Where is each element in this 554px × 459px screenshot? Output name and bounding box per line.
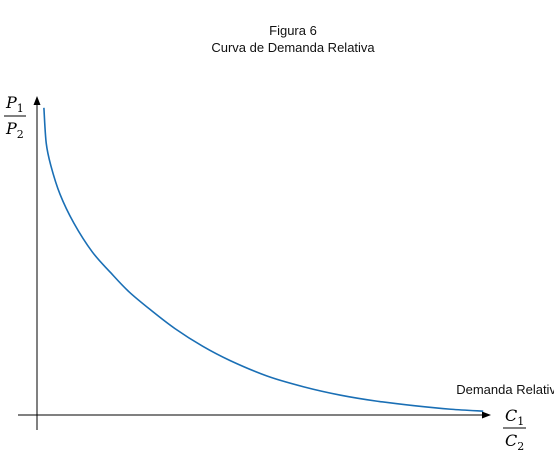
x-label-numerator: C1 bbox=[505, 406, 524, 428]
x-axis-arrowhead bbox=[482, 411, 491, 419]
axes bbox=[18, 96, 491, 430]
y-label-numerator: P1 bbox=[5, 93, 24, 115]
y-label-denominator: P2 bbox=[5, 119, 24, 141]
x-axis-label: C1 C2 bbox=[503, 406, 526, 453]
y-axis-label: P1 P2 bbox=[4, 93, 26, 141]
demand-curve-line bbox=[43, 107, 484, 412]
figure-number: Figura 6 bbox=[269, 23, 317, 38]
y-axis-arrowhead bbox=[33, 96, 41, 105]
x-label-denominator: C2 bbox=[505, 431, 524, 453]
chart-title: Curva de Demanda Relativa bbox=[211, 40, 375, 55]
series-label-demanda-relativa: Demanda Relativa bbox=[456, 382, 554, 397]
plot-area: Demanda Relativa bbox=[43, 107, 554, 412]
